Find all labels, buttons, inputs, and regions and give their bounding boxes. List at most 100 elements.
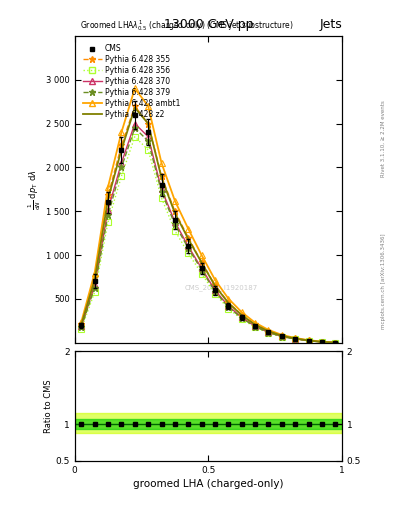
Pythia 6.428 z2 xyxy=(79,322,84,328)
Pythia 6.428 356 xyxy=(279,334,284,340)
Pythia 6.428 355 xyxy=(159,173,164,179)
Pythia 6.428 370 xyxy=(320,339,324,345)
Pythia 6.428 ambt1 xyxy=(293,335,298,341)
Pythia 6.428 379 xyxy=(186,245,191,251)
Pythia 6.428 z2 xyxy=(173,210,177,216)
Pythia 6.428 z2 xyxy=(226,300,231,306)
Pythia 6.428 379 xyxy=(320,339,324,345)
Line: Pythia 6.428 355: Pythia 6.428 355 xyxy=(78,102,339,346)
Pythia 6.428 z2 xyxy=(186,236,191,242)
Pythia 6.428 z2 xyxy=(199,260,204,266)
Pythia 6.428 356 xyxy=(333,339,338,346)
Pythia 6.428 370 xyxy=(279,333,284,339)
Pythia 6.428 355 xyxy=(119,142,124,148)
Pythia 6.428 355 xyxy=(199,259,204,265)
Pythia 6.428 z2 xyxy=(293,335,298,342)
Pythia 6.428 355 xyxy=(132,103,137,109)
Pythia 6.428 356 xyxy=(266,330,271,336)
Pythia 6.428 356 xyxy=(186,250,191,257)
Pythia 6.428 355 xyxy=(320,339,324,345)
Pythia 6.428 370 xyxy=(146,134,151,140)
Pythia 6.428 370 xyxy=(199,265,204,271)
Pythia 6.428 370 xyxy=(132,120,137,126)
Pythia 6.428 356 xyxy=(320,339,324,345)
Pythia 6.428 379 xyxy=(173,221,177,227)
Pythia 6.428 370 xyxy=(92,282,97,288)
Pythia 6.428 z2 xyxy=(279,333,284,339)
Pythia 6.428 z2 xyxy=(146,120,151,126)
Pythia 6.428 370 xyxy=(213,287,217,293)
Line: Pythia 6.428 379: Pythia 6.428 379 xyxy=(78,124,339,346)
Text: Jets: Jets xyxy=(319,18,342,31)
Pythia 6.428 370 xyxy=(266,329,271,335)
Pythia 6.428 379 xyxy=(253,324,257,330)
Pythia 6.428 356 xyxy=(79,326,84,332)
Pythia 6.428 356 xyxy=(213,291,217,297)
Pythia 6.428 370 xyxy=(253,323,257,329)
Pythia 6.428 379 xyxy=(266,330,271,336)
Pythia 6.428 ambt1 xyxy=(146,103,151,109)
Line: Pythia 6.428 ambt1: Pythia 6.428 ambt1 xyxy=(79,86,338,345)
Pythia 6.428 356 xyxy=(199,270,204,276)
Pythia 6.428 z2 xyxy=(253,322,257,328)
Pythia 6.428 z2 xyxy=(213,283,217,289)
Pythia 6.428 379 xyxy=(146,138,151,144)
Pythia 6.428 356 xyxy=(226,306,231,312)
Pythia 6.428 370 xyxy=(79,323,84,329)
Pythia 6.428 355 xyxy=(186,234,191,241)
Pythia 6.428 z2 xyxy=(159,175,164,181)
Pythia 6.428 ambt1 xyxy=(279,332,284,338)
Pythia 6.428 ambt1 xyxy=(333,339,338,346)
Pythia 6.428 ambt1 xyxy=(186,226,191,232)
Pythia 6.428 356 xyxy=(173,227,177,233)
X-axis label: groomed LHA (charged-only): groomed LHA (charged-only) xyxy=(133,479,283,489)
Pythia 6.428 370 xyxy=(306,337,311,344)
Pythia 6.428 355 xyxy=(146,120,151,126)
Pythia 6.428 379 xyxy=(199,267,204,273)
Pythia 6.428 355 xyxy=(306,337,311,344)
Pythia 6.428 355 xyxy=(253,322,257,328)
Pythia 6.428 370 xyxy=(159,186,164,193)
Pythia 6.428 355 xyxy=(333,339,338,346)
Pythia 6.428 379 xyxy=(279,333,284,339)
Pythia 6.428 ambt1 xyxy=(119,129,124,135)
Pythia 6.428 z2 xyxy=(333,339,338,346)
Pythia 6.428 ambt1 xyxy=(173,198,177,204)
Pythia 6.428 379 xyxy=(239,315,244,321)
Pythia 6.428 370 xyxy=(106,206,110,212)
Pythia 6.428 355 xyxy=(106,193,110,199)
Pythia 6.428 z2 xyxy=(119,147,124,153)
Text: Groomed LHA$\lambda^1_{0.5}$ (charged only) (CMS jet substructure): Groomed LHA$\lambda^1_{0.5}$ (charged on… xyxy=(80,18,294,33)
Pythia 6.428 ambt1 xyxy=(239,309,244,315)
Pythia 6.428 356 xyxy=(159,195,164,201)
Pythia 6.428 356 xyxy=(146,147,151,153)
Pythia 6.428 ambt1 xyxy=(199,252,204,258)
Pythia 6.428 370 xyxy=(239,314,244,321)
Pythia 6.428 379 xyxy=(213,288,217,294)
Pythia 6.428 355 xyxy=(173,208,177,215)
Text: 13000 GeV pp: 13000 GeV pp xyxy=(163,18,253,31)
Pythia 6.428 ambt1 xyxy=(320,338,324,345)
Line: Pythia 6.428 356: Pythia 6.428 356 xyxy=(79,134,338,346)
Line: Pythia 6.428 z2: Pythia 6.428 z2 xyxy=(81,108,335,343)
Pythia 6.428 379 xyxy=(293,336,298,342)
Pythia 6.428 355 xyxy=(293,335,298,342)
Pythia 6.428 ambt1 xyxy=(213,276,217,283)
Pythia 6.428 ambt1 xyxy=(106,184,110,190)
Pythia 6.428 z2 xyxy=(132,104,137,111)
Pythia 6.428 356 xyxy=(132,134,137,140)
Pythia 6.428 379 xyxy=(306,337,311,344)
Pythia 6.428 379 xyxy=(159,189,164,195)
Pythia 6.428 356 xyxy=(106,219,110,225)
Pythia 6.428 z2 xyxy=(306,337,311,344)
Pythia 6.428 ambt1 xyxy=(253,319,257,326)
Pythia 6.428 370 xyxy=(293,336,298,342)
Pythia 6.428 356 xyxy=(253,324,257,330)
Pythia 6.428 356 xyxy=(239,316,244,322)
Pythia 6.428 z2 xyxy=(106,196,110,202)
Pythia 6.428 356 xyxy=(119,173,124,179)
Pythia 6.428 379 xyxy=(106,211,110,218)
Pythia 6.428 379 xyxy=(79,324,84,330)
Y-axis label: Ratio to CMS: Ratio to CMS xyxy=(44,379,53,433)
Pythia 6.428 355 xyxy=(92,274,97,280)
